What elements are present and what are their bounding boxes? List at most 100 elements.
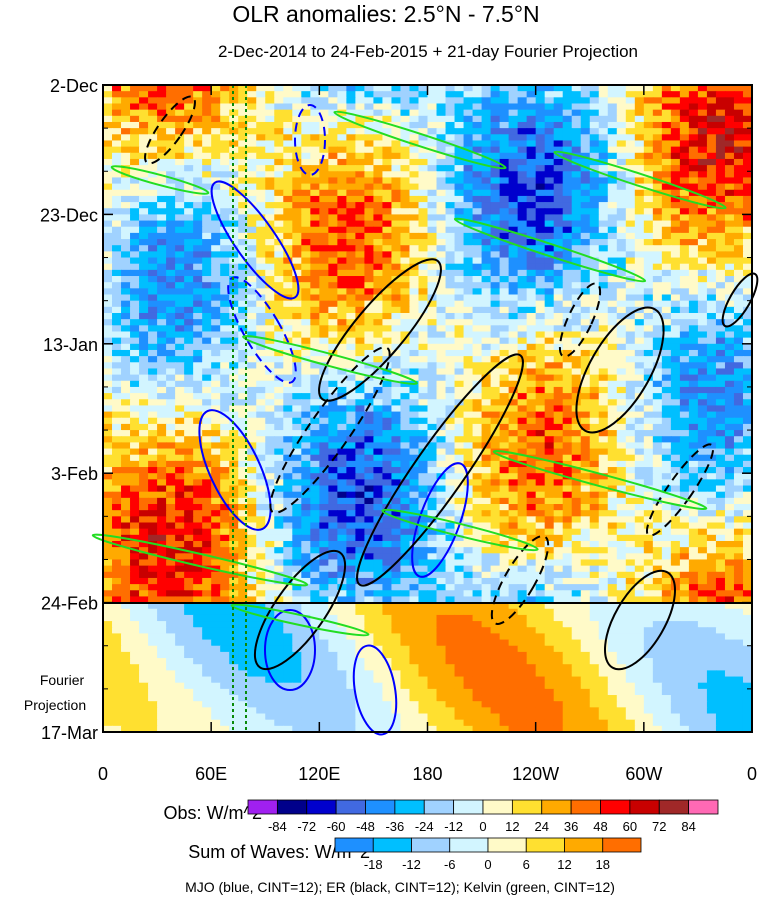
heatmap-cell bbox=[742, 288, 753, 296]
heatmap-cell bbox=[724, 239, 735, 246]
heatmap-cell bbox=[562, 140, 573, 148]
heatmap-cell bbox=[139, 109, 149, 117]
heatmap-cell bbox=[364, 485, 375, 493]
heatmap-cell bbox=[544, 226, 555, 234]
heatmap-cell bbox=[256, 109, 266, 117]
heatmap-cell bbox=[310, 91, 320, 98]
heatmap-cell bbox=[625, 454, 636, 462]
heatmap-cell bbox=[166, 115, 176, 123]
heatmap-cell bbox=[157, 121, 167, 129]
heatmap-cell bbox=[130, 349, 140, 357]
heatmap-cell bbox=[337, 91, 347, 98]
heatmap-cell bbox=[724, 214, 735, 222]
heatmap-cell bbox=[598, 430, 609, 437]
heatmap-cell bbox=[112, 510, 122, 517]
heatmap-cell bbox=[616, 251, 627, 259]
heatmap-cell bbox=[292, 405, 302, 413]
heatmap-cell bbox=[742, 343, 753, 351]
heatmap-cell bbox=[445, 362, 456, 370]
heatmap-cell bbox=[283, 430, 293, 437]
heatmap-cell bbox=[499, 276, 510, 283]
heatmap-cell bbox=[472, 140, 483, 148]
heatmap-cell bbox=[238, 467, 248, 474]
heatmap-cell bbox=[715, 134, 726, 142]
heatmap-cell bbox=[319, 485, 329, 493]
heatmap-cell bbox=[211, 128, 221, 135]
heatmap-cell bbox=[355, 399, 366, 407]
heatmap-cell bbox=[211, 319, 221, 326]
heatmap-cell bbox=[175, 393, 185, 400]
heatmap-cell bbox=[409, 319, 420, 326]
heatmap-cell bbox=[112, 245, 122, 252]
heatmap-cell bbox=[733, 220, 744, 228]
heatmap-cell bbox=[436, 306, 447, 314]
heatmap-cell bbox=[274, 504, 284, 511]
heatmap-cell bbox=[391, 214, 402, 222]
heatmap-cell bbox=[670, 171, 681, 179]
heatmap-cell bbox=[661, 195, 672, 203]
heatmap-cell bbox=[229, 423, 239, 431]
heatmap-cell bbox=[571, 325, 582, 333]
heatmap-cell bbox=[490, 269, 501, 277]
heatmap-cell bbox=[310, 202, 320, 209]
heatmap-cell bbox=[679, 257, 690, 265]
heatmap-cell bbox=[472, 467, 483, 474]
heatmap-cell bbox=[328, 85, 338, 92]
heatmap-cell bbox=[436, 195, 447, 203]
heatmap-cell bbox=[283, 103, 293, 111]
heatmap-cell bbox=[445, 467, 456, 474]
heatmap-cell bbox=[139, 140, 149, 148]
heatmap-cell bbox=[400, 454, 411, 462]
heatmap-cell bbox=[301, 245, 311, 252]
heatmap-cell bbox=[373, 134, 384, 142]
heatmap-cell bbox=[166, 158, 176, 166]
heatmap-cell bbox=[679, 276, 690, 283]
heatmap-cell bbox=[616, 411, 627, 419]
heatmap-cell bbox=[499, 319, 510, 326]
heatmap-cell bbox=[157, 386, 167, 394]
heatmap-cell bbox=[652, 349, 663, 357]
heatmap-cell bbox=[499, 300, 510, 308]
heatmap-cell bbox=[445, 177, 456, 185]
heatmap-cell bbox=[742, 411, 753, 419]
heatmap-cell bbox=[544, 380, 555, 388]
heatmap-cell bbox=[553, 479, 564, 487]
heatmap-cell bbox=[301, 312, 311, 320]
heatmap-cell bbox=[139, 226, 149, 234]
heatmap-cell bbox=[715, 436, 726, 443]
heatmap-cell bbox=[364, 140, 375, 148]
heatmap-cell bbox=[706, 177, 717, 185]
heatmap-cell bbox=[364, 269, 375, 277]
heatmap-cell bbox=[229, 491, 239, 499]
heatmap-cell bbox=[742, 103, 753, 111]
heatmap-cell bbox=[148, 368, 158, 376]
heatmap-cell bbox=[130, 337, 140, 345]
heatmap-cell bbox=[445, 282, 456, 289]
heatmap-cell bbox=[589, 319, 600, 326]
heatmap-cell bbox=[409, 491, 420, 499]
heatmap-cell bbox=[499, 467, 510, 474]
heatmap-cell bbox=[724, 177, 735, 185]
heatmap-cell bbox=[553, 467, 564, 474]
heatmap-cell bbox=[265, 121, 275, 129]
heatmap-cell bbox=[157, 269, 167, 277]
heatmap-cell bbox=[166, 269, 176, 277]
heatmap-cell bbox=[553, 158, 564, 166]
heatmap-cell bbox=[391, 405, 402, 413]
heatmap-cell bbox=[508, 442, 519, 450]
heatmap-cell bbox=[490, 177, 501, 185]
heatmap-cell bbox=[175, 245, 185, 252]
heatmap-cell bbox=[706, 134, 717, 142]
heatmap-cell bbox=[535, 368, 546, 376]
heatmap-cell bbox=[535, 312, 546, 320]
heatmap-cell bbox=[337, 485, 347, 493]
heatmap-cell bbox=[724, 152, 735, 160]
heatmap-cell bbox=[571, 436, 582, 443]
heatmap-cell bbox=[679, 158, 690, 166]
heatmap-cell bbox=[346, 399, 356, 407]
heatmap-cell bbox=[364, 356, 375, 363]
heatmap-cell bbox=[706, 251, 717, 259]
heatmap-cell bbox=[562, 417, 573, 425]
heatmap-cell bbox=[193, 337, 203, 345]
heatmap-cell bbox=[238, 288, 248, 296]
